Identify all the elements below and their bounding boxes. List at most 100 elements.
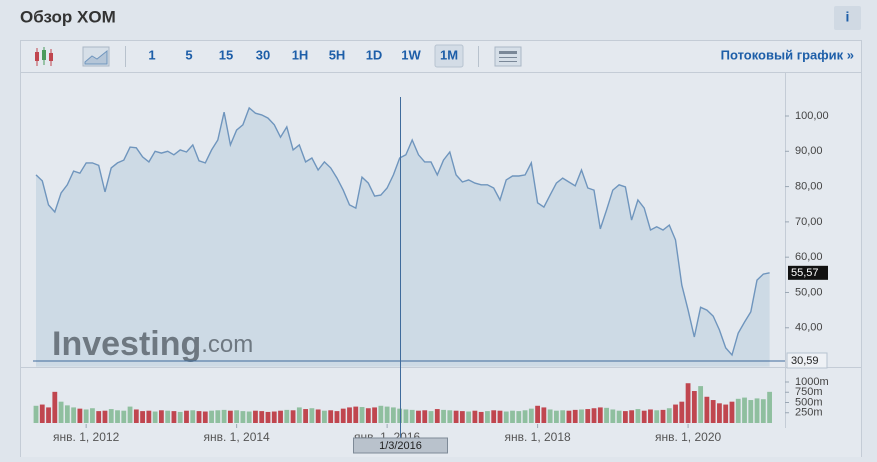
volume-bar <box>622 411 628 423</box>
volume-bar <box>102 410 108 423</box>
y-tick-label: 50,00 <box>795 286 823 298</box>
volume-bar <box>579 409 584 423</box>
volume-bar <box>459 411 465 423</box>
volume-bar <box>303 409 309 423</box>
volume-bar <box>685 383 691 423</box>
x-tick-label: янв. 1, 2012 <box>53 430 120 444</box>
volume-bar <box>472 410 478 423</box>
crosshair-x-box <box>353 437 448 454</box>
volume-bar <box>673 404 678 423</box>
volume-bar <box>215 410 221 423</box>
interval-button[interactable]: 5 <box>185 47 192 62</box>
volume-bar <box>723 404 729 423</box>
volume-bar <box>717 403 722 423</box>
interval-button[interactable]: 5H <box>329 47 346 62</box>
volume-bar <box>554 410 559 423</box>
volume-bar <box>660 409 666 423</box>
volume-bar <box>516 411 522 423</box>
last-price-box <box>788 265 828 280</box>
volume-bar <box>234 410 240 423</box>
interval-button[interactable]: 1 <box>148 47 155 62</box>
volume-bar <box>271 411 277 423</box>
volume-bar <box>522 410 528 423</box>
x-tick-label: янв. 1, 2020 <box>655 430 722 444</box>
volume-bar <box>83 409 89 423</box>
volume-bar <box>171 411 177 423</box>
plot: Investing.com 40,00 50,00 60,00 70,00 80,00 90… <box>21 73 861 454</box>
interval-button[interactable]: 1W <box>401 47 421 62</box>
volume-bar <box>347 407 352 423</box>
volume-bar <box>159 410 164 423</box>
volume-bar <box>121 410 127 423</box>
volume-bar <box>58 401 64 423</box>
volume-bar <box>416 410 421 423</box>
volume-bar <box>629 410 635 423</box>
volume-bar <box>572 409 578 423</box>
interval-button[interactable]: 30 <box>256 47 270 62</box>
interval-button[interactable]: 1D <box>366 47 383 62</box>
volume-bar <box>184 410 189 423</box>
area-icon[interactable] <box>82 46 110 67</box>
volume-bar <box>666 408 672 423</box>
info-icon: i <box>846 9 850 25</box>
volume-tick-label: 250m <box>795 407 823 419</box>
price-area <box>36 107 770 367</box>
volume-bar <box>340 408 346 423</box>
crosshair-y-label: 30,59 <box>791 355 819 367</box>
volume-bar <box>453 410 459 423</box>
volume-bar <box>434 409 440 423</box>
volume-bar <box>704 396 710 423</box>
volume-bar <box>240 411 246 423</box>
volume-bar <box>535 405 540 423</box>
volume-bar <box>397 408 403 423</box>
x-tick-label: янв. 1, 2018 <box>504 430 571 444</box>
volume-bar <box>152 411 158 423</box>
volume-bar <box>52 391 58 423</box>
volume-bar <box>378 405 384 423</box>
volume-bar <box>196 411 202 423</box>
stream-link[interactable]: Потоковый график » <box>721 47 854 62</box>
volume-bar <box>177 411 183 423</box>
volume-bar <box>96 411 102 423</box>
volume-bar <box>541 407 547 423</box>
volume-bar <box>428 411 434 423</box>
interval-active-box <box>434 44 464 68</box>
volume-bar <box>735 398 741 423</box>
volume-tick-label: 500m <box>795 396 823 408</box>
volume-bar <box>409 409 415 423</box>
price-line <box>35 106 770 357</box>
volume-bar <box>648 409 653 423</box>
volume-bar <box>748 400 754 423</box>
info-button[interactable] <box>834 6 861 30</box>
candle-icon[interactable] <box>35 47 53 66</box>
volume-bar <box>767 391 772 423</box>
volume-bar <box>64 405 70 423</box>
volume-bar <box>227 410 233 423</box>
volume-bar <box>597 407 603 423</box>
volume-bar <box>729 401 735 423</box>
volume-bar <box>165 410 171 423</box>
volume-bar <box>585 409 591 423</box>
y-tick-label: 70,00 <box>795 216 823 228</box>
y-tick-label: 80,00 <box>795 180 823 192</box>
interval-button[interactable]: 1M <box>440 47 458 62</box>
volume-bar <box>616 410 622 423</box>
calendar-icon[interactable] <box>494 46 522 67</box>
title: Обзор XOM <box>20 7 116 26</box>
volume-bar <box>278 410 283 423</box>
volume-bar <box>221 409 227 423</box>
volume-bar <box>315 409 321 423</box>
volume-bar <box>359 407 365 423</box>
volume-bar <box>422 410 428 423</box>
interval-button[interactable]: 15 <box>219 47 233 62</box>
volume-bar <box>441 409 446 423</box>
interval-button[interactable]: 1H <box>292 47 309 62</box>
volume-bar <box>146 410 152 423</box>
watermark-suffix: .com <box>201 331 253 358</box>
volume-bar <box>566 410 572 423</box>
volume-bar <box>39 404 45 423</box>
volume-bar <box>503 411 509 423</box>
volume-bar <box>46 407 51 423</box>
